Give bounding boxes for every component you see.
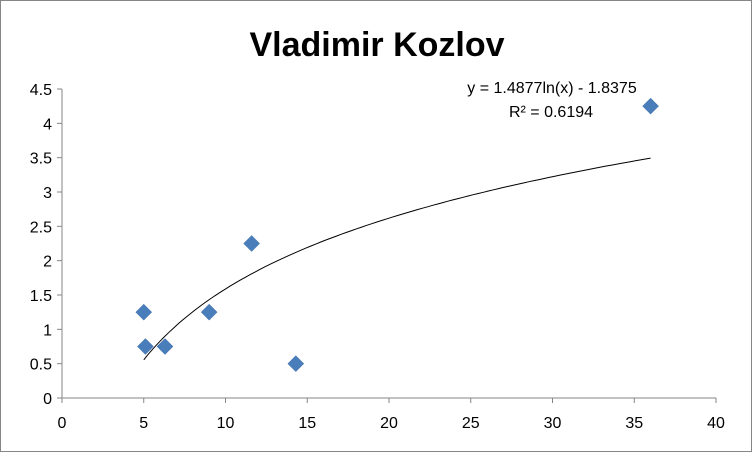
x-tick-label: 10 [217,415,235,432]
y-tick-label: 2 [43,254,52,271]
y-tick-label: 0 [43,391,52,408]
y-tick-label: 1 [43,322,52,339]
data-point [243,235,261,252]
data-point [137,338,154,355]
x-tick-label: 25 [462,415,480,432]
data-point [287,355,305,373]
x-tick-label: 5 [139,415,148,432]
trendline-equation: y = 1.4877ln(x) - 1.8375 [467,80,637,97]
data-point [156,338,174,355]
x-tick-label: 0 [58,415,67,432]
x-tick-label: 15 [298,415,316,432]
chart-title: Vladimir Kozlov [249,26,504,64]
data-point [200,303,218,321]
y-tick-label: 3.5 [30,151,52,168]
x-tick-label: 20 [380,415,398,432]
data-point [135,303,153,321]
x-tick-label: 30 [544,415,562,432]
y-tick-label: 3 [43,185,52,202]
trendline [143,157,651,361]
x-tick-label: 40 [707,415,725,432]
y-tick-label: 2.5 [30,219,52,236]
data-point [642,97,659,115]
y-tick-label: 1.5 [30,288,52,305]
x-tick-label: 35 [625,415,643,432]
trendline-r2: R² = 0.6194 [509,104,593,121]
y-tick-label: 4 [43,116,52,133]
y-tick-label: 4.5 [30,82,52,99]
y-tick-label: 0.5 [30,357,52,374]
